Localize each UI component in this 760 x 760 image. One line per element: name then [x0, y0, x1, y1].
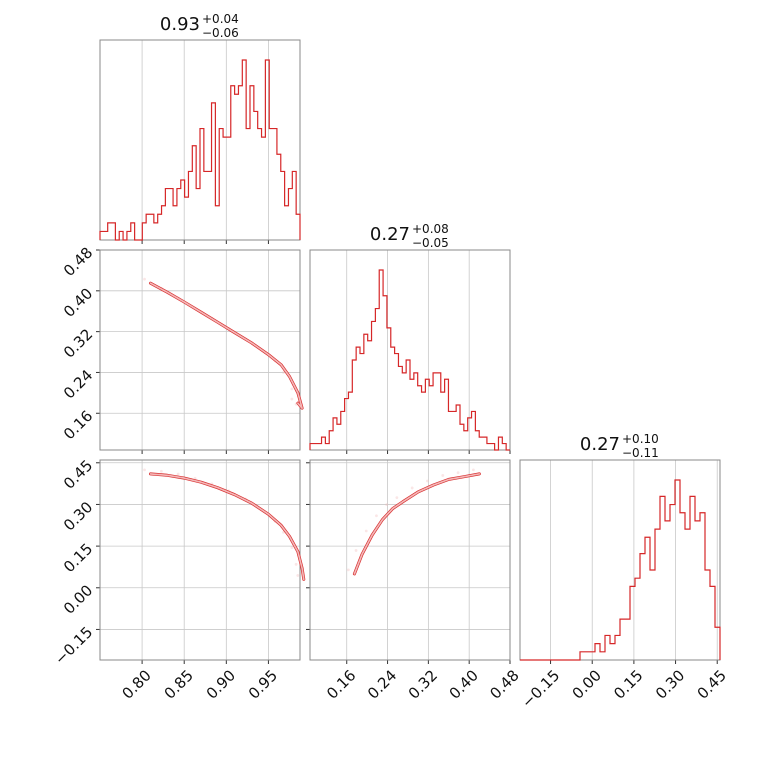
title-param-2-plus: +0.10: [622, 432, 659, 446]
hist-2-step-line: [520, 479, 721, 661]
pair-0-2-point-1: [159, 469, 163, 473]
pair-0-2-point-3: [193, 476, 197, 480]
pair-0-1-marks: [143, 277, 304, 410]
xticklabel-p1-4: 0.48: [486, 666, 522, 702]
pair-0-1-point-12: [290, 397, 294, 401]
pair-0-2-marks: [143, 468, 306, 581]
title-param-2: 0.27 +0.10 −0.11: [580, 432, 659, 460]
pair-0-1-point-10: [290, 387, 294, 391]
pair-1-2-point-8: [441, 474, 445, 477]
title-param-1-main: 0.27: [370, 224, 410, 245]
title-param-1-plus: +0.08: [412, 222, 449, 236]
pair-0-1-contour-inner: [149, 282, 303, 409]
pair-1-2-point-7: [426, 479, 429, 483]
pair-1-2-point-1: [354, 549, 358, 552]
pair-1-2-point-4: [385, 503, 389, 507]
xticklabel-p0-1: 0.85: [161, 666, 197, 702]
pair-1-2-point-5: [395, 496, 399, 500]
title-param-0-plus: +0.04: [202, 12, 239, 26]
pair-1-2-point-0: [346, 568, 350, 572]
title-param-1: 0.27 +0.08 −0.05: [370, 222, 449, 250]
yticklabel-p2-1: 0.00: [60, 581, 96, 617]
xticklabel-p2-3: 0.30: [652, 666, 688, 702]
yticklabel-p1-1: 0.24: [60, 366, 96, 402]
yticklabel-p1-4: 0.48: [60, 244, 96, 280]
xticklabel-p2-1: 0.00: [569, 666, 605, 702]
yticklabel-p1-3: 0.40: [60, 284, 96, 320]
pair-1-2-axes: [306, 459, 511, 664]
pair-0-1-frame: [99, 249, 301, 451]
pair-1-2-frame: [309, 459, 511, 661]
xticklabel-p0-2: 0.90: [203, 666, 239, 702]
yticklabel-p1-2: 0.32: [60, 325, 96, 361]
pair-0-1-point-9: [282, 371, 285, 374]
hist-0-axes: [99, 39, 301, 244]
xticklabel-p1-1: 0.24: [364, 666, 400, 702]
xticklabel-p1-2: 0.32: [405, 666, 441, 702]
pair-0-2-point-0: [143, 468, 146, 472]
hist-2-axes: [519, 459, 721, 664]
xticklabel-p1-0: 0.16: [323, 666, 359, 702]
pair-1-2-point-2: [364, 529, 368, 533]
pair-0-2-point-12: [296, 574, 300, 577]
pair-0-2-contour-outer: [149, 472, 306, 581]
xticklabel-p2-4: 0.45: [694, 666, 730, 702]
pair-1-2-point-6: [410, 486, 414, 490]
pair-0-1-point-0: [143, 277, 146, 281]
xticklabel-p0-3: 0.95: [245, 666, 281, 702]
pair-0-2-frame: [99, 459, 301, 661]
yticklabel-p2-3: 0.30: [60, 498, 96, 534]
title-param-1-minus: −0.05: [412, 236, 449, 250]
pair-1-2-contour-inner: [353, 473, 481, 575]
title-param-2-minus: −0.11: [622, 446, 659, 460]
xticklabel-p0-0: 0.80: [118, 666, 154, 702]
pair-0-1-axes: [96, 249, 301, 454]
title-param-0-main: 0.93: [160, 14, 200, 35]
pair-0-2-point-11: [294, 562, 298, 566]
hist-0-frame: [99, 39, 301, 241]
pair-1-2-point-9: [456, 471, 460, 475]
hist-1-axes: [309, 249, 511, 454]
hist-2-frame: [519, 459, 721, 661]
title-param-0-minus: −0.06: [202, 26, 239, 40]
yticklabel-p2-2: 0.15: [60, 540, 96, 576]
pair-1-2-marks: [346, 468, 481, 576]
title-param-2-main: 0.27: [580, 434, 620, 455]
hist-0-step-line: [99, 59, 301, 241]
pair-0-2-point-2: [176, 472, 180, 476]
pair-1-2-point-3: [375, 514, 378, 518]
pair-1-2-point-10: [471, 468, 475, 472]
yticklabel-p2-0: −0.15: [51, 623, 96, 668]
hist-1-step-line: [309, 269, 510, 451]
pair-0-2-point-10: [290, 546, 294, 550]
yticklabel-p1-0: 0.16: [60, 407, 96, 443]
pair-1-2-contour-outer: [352, 472, 481, 576]
title-param-0: 0.93 +0.04 −0.06: [160, 12, 239, 40]
hist-1-frame: [309, 249, 511, 451]
pair-0-2-contour-inner: [149, 473, 305, 581]
xticklabel-p2-0: −0.15: [518, 666, 563, 711]
xticklabel-p2-2: 0.15: [610, 666, 646, 702]
xticklabel-p1-3: 0.40: [446, 666, 482, 702]
yticklabel-p2-4: 0.45: [60, 456, 96, 492]
pair-0-2-axes: [96, 459, 301, 664]
